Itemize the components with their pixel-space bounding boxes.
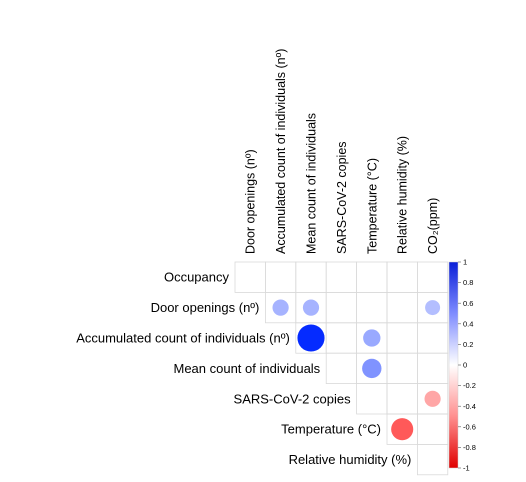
- column-label: Mean count of individuals: [305, 113, 319, 254]
- colorbar-tick-label: -0.4: [463, 402, 476, 411]
- circle-layer: [272, 299, 441, 441]
- grid-cell: [356, 291, 388, 324]
- colorbar-tick-label: 0.4: [463, 319, 473, 328]
- row-label: Door openings (nº): [151, 300, 260, 315]
- correlation-circle: [363, 329, 381, 347]
- colorbar-tick-label: -0.6: [463, 422, 476, 431]
- colorbar-tick-label: 0.8: [463, 278, 473, 287]
- grid-cell: [325, 261, 358, 293]
- correlation-circle: [362, 358, 382, 379]
- row-label: Temperature (°C): [281, 422, 381, 437]
- correlation-circle: [391, 418, 414, 441]
- grid-cell: [386, 383, 418, 415]
- correlation-circle: [425, 300, 441, 316]
- colorbar-tick-label: 0.6: [463, 299, 473, 308]
- column-label: Door openings (nº): [244, 149, 258, 254]
- colorbar: 1 0.8 0.6 0.4 0.2 0 -0.2 -0.4 -0.6 -0.8 -1: [448, 258, 476, 473]
- grid-cell: [386, 322, 418, 354]
- correlation-circle: [272, 299, 289, 316]
- column-label: Accumulated count of individuals (nº): [274, 49, 288, 254]
- grid-cell: [416, 322, 449, 354]
- row-label: Relative humidity (%): [289, 452, 412, 467]
- column-label: SARS-CoV-2 copies: [335, 141, 349, 254]
- grid-cell: [386, 261, 418, 293]
- grid-cell: [295, 261, 327, 293]
- column-label: CO₂(ppm): [426, 198, 440, 254]
- grid-cell: [356, 383, 388, 415]
- grid-cell: [416, 413, 449, 445]
- grid-cell: [416, 261, 449, 293]
- grid-cell: [325, 291, 358, 324]
- colorbar-tick-label: 0: [463, 361, 467, 370]
- correlation-circle: [297, 324, 325, 352]
- row-label: Accumulated count of individuals (nº): [76, 331, 290, 346]
- row-label: Occupancy: [164, 270, 230, 285]
- column-label: Relative humidity (%): [396, 136, 410, 254]
- colorbar-tick-label: 1: [463, 258, 467, 267]
- column-label: Temperature (°C): [365, 158, 379, 254]
- colorbar-tick-label: -0.2: [463, 381, 476, 390]
- grid-cell: [325, 322, 358, 354]
- row-label: Mean count of individuals: [173, 361, 320, 376]
- correlation-circle: [302, 299, 320, 316]
- grid-layer: [234, 261, 449, 476]
- colorbar-tick-label: -1: [463, 464, 470, 473]
- column-labels: Door openings (nº) Accumulated count of i…: [244, 49, 440, 254]
- grid-cell: [264, 261, 297, 293]
- row-label: SARS-CoV-2 copies: [234, 391, 352, 406]
- colorbar-gradient: [448, 261, 459, 469]
- colorbar-tick-label: -0.8: [463, 443, 476, 452]
- row-labels: Occupancy Door openings (nº) Accumulated c…: [76, 270, 411, 467]
- colorbar-tick-label: 0.2: [463, 340, 473, 349]
- grid-cell: [386, 352, 418, 385]
- grid-cell: [234, 261, 266, 293]
- correlation-circle: [424, 390, 441, 407]
- grid-cell: [386, 291, 418, 324]
- grid-cell: [325, 352, 358, 385]
- grid-cell: [416, 352, 449, 385]
- grid-cell: [416, 443, 449, 476]
- grid-cell: [356, 261, 388, 293]
